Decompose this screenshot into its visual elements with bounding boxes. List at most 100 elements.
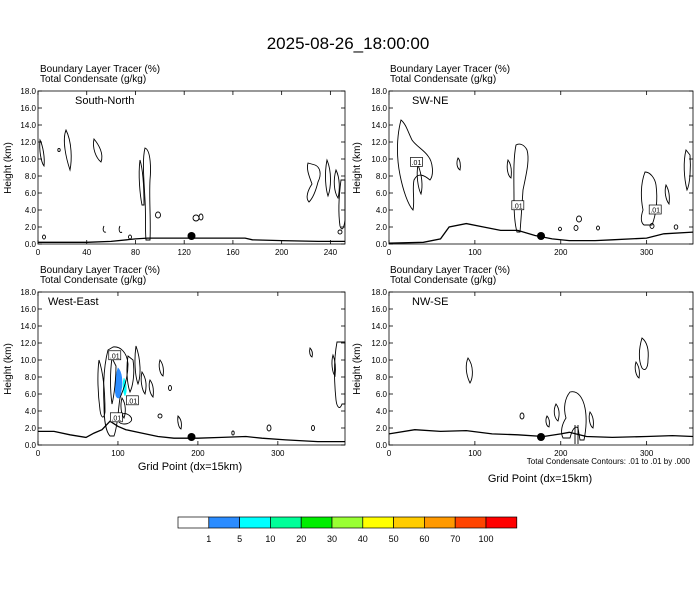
- y-tick-label: 18.0: [20, 288, 36, 297]
- condensate-contours: [97, 341, 346, 437]
- panel-header-line1: Boundary Layer Tracer (%): [390, 265, 510, 276]
- y-tick-label: 14.0: [20, 121, 36, 130]
- terrain-outline: [388, 222, 694, 244]
- colorbar-swatch: [300, 516, 333, 529]
- x-tick-label: 100: [468, 449, 482, 458]
- panel-header-line1: Boundary Layer Tracer (%): [390, 64, 510, 75]
- x-tick-label: 200: [554, 248, 568, 257]
- colorbar-label: 20: [296, 534, 306, 544]
- condensate-contours: [465, 337, 649, 444]
- colorbar-swatch: [208, 516, 240, 529]
- y-tick-label: 0.0: [25, 240, 37, 249]
- terrain-line: [38, 237, 345, 243]
- colorbar-label: 30: [327, 534, 337, 544]
- condensate-contours: [397, 119, 691, 233]
- contour-label: .01: [511, 200, 525, 211]
- y-tick-label: 6.0: [25, 189, 37, 198]
- colorbar-swatch: [454, 516, 487, 529]
- contour-label-box: [109, 412, 123, 423]
- y-tick-label: 8.0: [25, 373, 37, 382]
- contour-label-box: [125, 395, 139, 406]
- y-tick-label: 14.0: [371, 121, 387, 130]
- contour-label-box: [108, 350, 122, 361]
- y-tick-label: 2.0: [25, 223, 37, 232]
- x-tick-label: 120: [178, 248, 192, 257]
- section-label: SW-NE: [412, 95, 448, 107]
- y-tick-label: 12.0: [20, 138, 36, 147]
- section-label: South-North: [75, 95, 134, 107]
- y-tick-label: 12.0: [371, 138, 387, 147]
- x-tick-label: 300: [640, 449, 654, 458]
- y-tick-label: 6.0: [376, 189, 388, 198]
- panel-axes: 0.0 2.0 4.0 6.0 8.0 10.0 12.0 14.0 16.0 18.0 0 100 2…: [371, 87, 694, 257]
- colorbar-label: 5: [237, 534, 242, 544]
- y-tick-label: 0.0: [376, 240, 388, 249]
- y-tick-label: 8.0: [376, 373, 388, 382]
- colorbar-swatch: [424, 516, 456, 529]
- contour-label: .01: [125, 395, 139, 406]
- colorbar-swatch: [239, 516, 271, 529]
- y-tick-label: 4.0: [376, 206, 388, 215]
- colorbar-swatch: [393, 516, 425, 529]
- panel-axes: 0.0 2.0 4.0 6.0 8.0 10.0 12.0 14.0 16.0 18.0 0 100 2…: [371, 288, 694, 458]
- x-tick-label: 300: [640, 248, 654, 257]
- panel-header-line1: Boundary Layer Tracer (%): [40, 64, 160, 75]
- contour-label-text: .01: [111, 415, 121, 422]
- y-tick-label: 10.0: [371, 356, 387, 365]
- y-tick-label: 4.0: [25, 407, 37, 416]
- colorbar-swatch: [331, 516, 364, 529]
- section-label: NW-SE: [412, 296, 448, 308]
- x-tick-label: 240: [324, 248, 338, 257]
- x-tick-label: 200: [554, 449, 568, 458]
- section-label: West-East: [48, 296, 99, 308]
- point-marker: [187, 433, 196, 441]
- condensate-contours: [39, 128, 346, 241]
- panel-south-north: Boundary Layer Tracer (%) Total Condensa…: [3, 64, 346, 257]
- colorbar-swatch: [177, 516, 210, 529]
- panel-axes: 0.0 2.0 4.0 6.0 8.0 10.0 12.0 14.0 16.0 18.0 0 40 80…: [20, 87, 346, 257]
- plot-frame: [388, 90, 694, 245]
- contour-label: .01: [648, 204, 662, 215]
- x-tick-label: 200: [191, 449, 205, 458]
- point-marker: [537, 232, 545, 240]
- plot-frame: [37, 90, 346, 245]
- x-tick-label: 0: [387, 449, 392, 458]
- point-marker: [537, 433, 545, 441]
- x-tick-label: 0: [36, 248, 41, 257]
- contour-label-box: [511, 200, 525, 211]
- panel-header-line2: Total Condensate (g/kg): [390, 275, 496, 286]
- x-tick-label: 0: [36, 449, 41, 458]
- contour-label-box: [410, 157, 423, 167]
- x-tick-label: 200: [275, 248, 289, 257]
- contour-label-text: .01: [110, 353, 120, 360]
- contour-labels: .01 .01 .01: [410, 157, 662, 215]
- y-axis-label: Height (km): [3, 343, 14, 395]
- y-tick-label: 8.0: [25, 172, 37, 181]
- panel-header-line2: Total Condensate (g/kg): [40, 74, 146, 85]
- y-tick-label: 8.0: [376, 172, 388, 181]
- y-tick-label: 18.0: [20, 87, 36, 96]
- terrain-line: [388, 222, 694, 244]
- terrain-line: [388, 429, 694, 439]
- x-axis-label: Grid Point (dx=15km): [138, 461, 242, 473]
- colorbar-swatch: [362, 516, 394, 529]
- x-axis-label: Grid Point (dx=15km): [488, 473, 592, 485]
- terrain-outline: [38, 237, 345, 243]
- colorbar-label: 1: [206, 534, 211, 544]
- y-tick-label: 6.0: [376, 390, 388, 399]
- x-tick-label: 300: [271, 449, 285, 458]
- y-tick-label: 2.0: [376, 424, 388, 433]
- x-tick-label: 80: [131, 248, 140, 257]
- contour-label-text: .01: [513, 203, 523, 210]
- y-tick-label: 14.0: [20, 322, 36, 331]
- y-axis-label: Height (km): [352, 343, 363, 395]
- y-tick-label: 16.0: [371, 305, 387, 314]
- panel-sw-ne: Boundary Layer Tracer (%) Total Condensa…: [352, 64, 694, 257]
- panel-header-line2: Total Condensate (g/kg): [390, 74, 496, 85]
- terrain-outline: [388, 429, 694, 439]
- plot-frame: [37, 291, 346, 446]
- y-axis-label: Height (km): [3, 142, 14, 194]
- y-tick-label: 6.0: [25, 390, 37, 399]
- panel-axes: 0.0 2.0 4.0 6.0 8.0 10.0 12.0 14.0 16.0 18.0 0 100 2…: [20, 288, 346, 458]
- point-marker: [187, 232, 196, 240]
